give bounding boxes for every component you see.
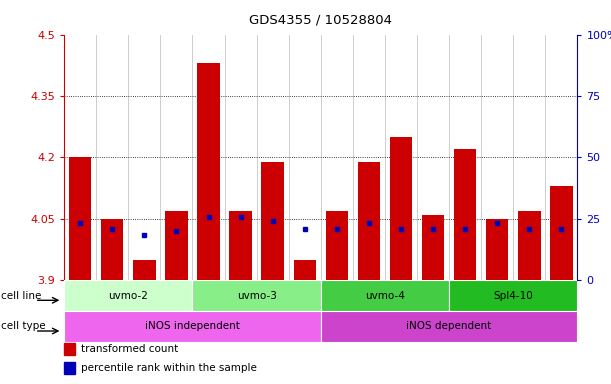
Bar [486, 219, 508, 280]
Text: percentile rank within the sample: percentile rank within the sample [81, 363, 257, 373]
Bar [293, 260, 316, 280]
Text: cell type: cell type [1, 321, 46, 331]
Bar [422, 215, 444, 280]
Bar [390, 137, 412, 280]
Bar [192, 280, 321, 311]
Bar [321, 280, 449, 311]
Text: uvmo-3: uvmo-3 [236, 291, 277, 301]
Bar [321, 311, 577, 342]
Text: iNOS independent: iNOS independent [145, 321, 240, 331]
Bar [197, 63, 220, 280]
Bar [229, 211, 252, 280]
Text: GDS4355 / 10528804: GDS4355 / 10528804 [249, 13, 392, 26]
Bar [518, 211, 541, 280]
Bar [550, 186, 573, 280]
Bar [64, 311, 321, 342]
Bar [64, 362, 75, 374]
Bar [64, 280, 192, 311]
Text: uvmo-2: uvmo-2 [108, 291, 148, 301]
Bar [64, 343, 75, 355]
Text: transformed count: transformed count [81, 344, 178, 354]
Bar [101, 219, 123, 280]
Text: cell line: cell line [1, 291, 42, 301]
Text: Spl4-10: Spl4-10 [493, 291, 533, 301]
Bar [69, 157, 92, 280]
Bar [449, 280, 577, 311]
Bar [326, 211, 348, 280]
Bar [262, 162, 284, 280]
Text: uvmo-4: uvmo-4 [365, 291, 405, 301]
Bar [357, 162, 380, 280]
Bar [165, 211, 188, 280]
Bar [454, 149, 477, 280]
Bar [133, 260, 156, 280]
Text: iNOS dependent: iNOS dependent [406, 321, 492, 331]
